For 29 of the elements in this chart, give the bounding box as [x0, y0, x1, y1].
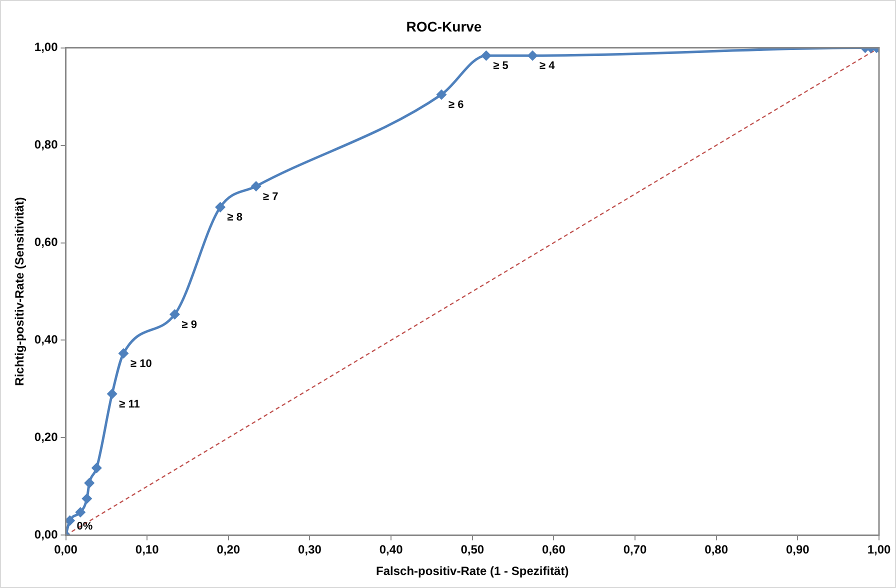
- y-axis-title: Richtig-positiv-Rate (Sensitivität): [12, 197, 27, 386]
- x-tick-label: 0,90: [786, 542, 810, 557]
- annotation: ≥ 5: [493, 60, 508, 72]
- annotation: ≥ 4: [540, 60, 556, 72]
- annotation: ≥ 9: [182, 318, 197, 331]
- y-tick-label: 0,20: [34, 430, 58, 444]
- y-tick-label: 0,00: [34, 528, 58, 542]
- x-tick-label: 0,40: [379, 542, 404, 557]
- annotation: ≥ 7: [263, 190, 278, 203]
- annotation: 0%: [76, 520, 93, 533]
- x-tick-label: 0,00: [54, 542, 78, 557]
- x-tick-label: 0,70: [623, 542, 648, 557]
- y-tick-label: 0,40: [34, 332, 58, 347]
- annotation: ≥ 11: [119, 398, 140, 410]
- annotation: ≥ 6: [448, 99, 464, 112]
- x-tick-label: 0,50: [460, 542, 484, 557]
- chart-title: ROC-Kurve: [406, 18, 482, 34]
- x-tick-label: 0,10: [135, 542, 160, 557]
- annotation: ≥ 8: [227, 212, 242, 224]
- x-tick-label: 1,00: [867, 542, 891, 557]
- y-tick-label: 0,80: [34, 138, 58, 152]
- y-tick-label: 0,60: [34, 235, 58, 250]
- x-tick-label: 0,60: [542, 542, 566, 557]
- x-tick-label: 0,30: [298, 542, 322, 557]
- annotation: ≥ 10: [130, 358, 152, 370]
- x-tick-label: 0,80: [704, 542, 728, 557]
- x-tick-label: 0,20: [216, 542, 240, 557]
- x-axis-title: Falsch-positiv-Rate (1 - Spezifität): [376, 564, 569, 578]
- y-tick-label: 1,00: [34, 40, 58, 54]
